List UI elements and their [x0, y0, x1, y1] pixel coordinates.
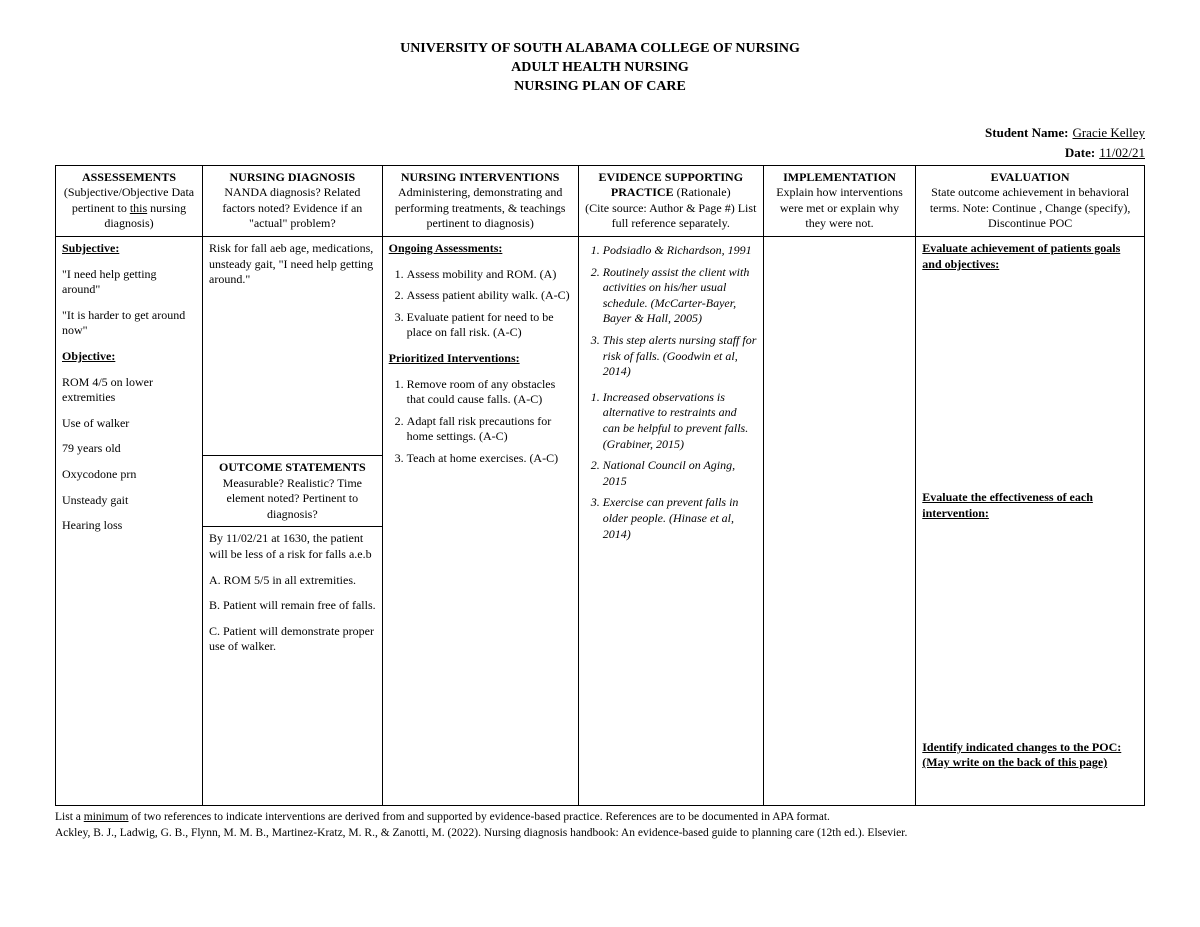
eval-section-2: Evaluate the effectiveness of each inter… [922, 490, 1093, 520]
objective-label: Objective: [62, 349, 115, 363]
list-item: Evaluate patient for need to be place on… [407, 310, 572, 341]
col-header-assessments: ASSESSEMENTS (Subjective/Objective Data … [56, 165, 203, 236]
date-value: 11/02/21 [1099, 145, 1145, 161]
objective-item: Unsteady gait [62, 493, 196, 509]
table-header-row: ASSESSEMENTS (Subjective/Objective Data … [56, 165, 1145, 236]
cell-interventions: Ongoing Assessments: Assess mobility and… [382, 237, 578, 806]
subjective-label: Subjective: [62, 241, 119, 255]
cell-outcome-statements: By 11/02/21 at 1630, the patient will be… [203, 527, 383, 806]
header-line-2: ADULT HEALTH NURSING [55, 59, 1145, 78]
outcome-item: B. Patient will remain free of falls. [209, 598, 376, 614]
date-label: Date: [1065, 145, 1095, 161]
cell-assessments: Subjective: "I need help getting around"… [56, 237, 203, 806]
header-line-3: NURSING PLAN OF CARE [55, 78, 1145, 97]
page-header: UNIVERSITY OF SOUTH ALABAMA COLLEGE OF N… [55, 40, 1145, 97]
ongoing-assessments-list: Assess mobility and ROM. (A) Assess pati… [389, 267, 572, 341]
list-item: Increased observations is alternative to… [603, 390, 757, 452]
outcome-item: A. ROM 5/5 in all extremities. [209, 573, 376, 589]
col-header-evidence: EVIDENCE SUPPORTING PRACTICE (Rationale)… [578, 165, 763, 236]
list-item: Podsiadlo & Richardson, 1991 [603, 243, 757, 259]
list-item: Exercise can prevent falls in older peop… [603, 495, 757, 542]
cell-evaluation: Evaluate achievement of patients goals a… [916, 237, 1145, 806]
list-item: Assess mobility and ROM. (A) [407, 267, 572, 283]
objective-item: Use of walker [62, 416, 196, 432]
outcome-text: By 11/02/21 at 1630, the patient will be… [209, 531, 376, 562]
list-item: Teach at home exercises. (A-C) [407, 451, 572, 467]
outcome-item: C. Patient will demonstrate proper use o… [209, 624, 376, 655]
nursing-diagnosis-text: Risk for fall aeb age, medications, unst… [209, 241, 376, 288]
ongoing-assessments-label: Ongoing Assessments: [389, 241, 503, 255]
evidence-list-2: Increased observations is alternative to… [585, 390, 757, 542]
col-header-implementation: IMPLEMENTATION Explain how interventions… [763, 165, 915, 236]
cell-implementation [763, 237, 915, 806]
list-item: Adapt fall risk precautions for home set… [407, 414, 572, 445]
student-name-label: Student Name: [985, 125, 1068, 141]
col-header-evaluation: EVALUATION State outcome achievement in … [916, 165, 1145, 236]
header-line-1: UNIVERSITY OF SOUTH ALABAMA COLLEGE OF N… [55, 40, 1145, 59]
prioritized-interventions-label: Prioritized Interventions: [389, 351, 520, 365]
references-section: List a minimum of two references to indi… [55, 810, 1145, 841]
outcome-statements-header: OUTCOME STATEMENTS Measurable? Realistic… [203, 456, 383, 527]
col-header-diagnosis: NURSING DIAGNOSIS NANDA diagnosis? Relat… [203, 165, 383, 236]
eval-section-1: Evaluate achievement of patients goals a… [922, 241, 1120, 271]
evidence-list-1: Podsiadlo & Richardson, 1991 Routinely a… [585, 243, 757, 380]
subjective-item: "I need help getting around" [62, 267, 196, 298]
date-row: Date: 11/02/21 [55, 145, 1145, 161]
table-body-row: Subjective: "I need help getting around"… [56, 237, 1145, 456]
list-item: Assess patient ability walk. (A-C) [407, 288, 572, 304]
student-name-row: Student Name: Gracie Kelley [55, 125, 1145, 141]
subjective-item: "It is harder to get around now" [62, 308, 196, 339]
eval-section-3: Identify indicated changes to the POC: (… [922, 740, 1121, 770]
references-line-2: Ackley, B. J., Ladwig, G. B., Flynn, M. … [55, 826, 1145, 842]
list-item: National Council on Aging, 2015 [603, 458, 757, 489]
objective-item: Hearing loss [62, 518, 196, 534]
list-item: This step alerts nursing staff for risk … [603, 333, 757, 380]
list-item: Routinely assist the client with activit… [603, 265, 757, 327]
plan-of-care-table: ASSESSEMENTS (Subjective/Objective Data … [55, 165, 1145, 807]
cell-evidence: Podsiadlo & Richardson, 1991 Routinely a… [578, 237, 763, 806]
objective-item: ROM 4/5 on lower extremities [62, 375, 196, 406]
objective-item: Oxycodone prn [62, 467, 196, 483]
prioritized-interventions-list: Remove room of any obstacles that could … [389, 377, 572, 467]
col-header-interventions: NURSING INTERVENTIONS Administering, dem… [382, 165, 578, 236]
objective-item: 79 years old [62, 441, 196, 457]
student-name-value: Gracie Kelley [1072, 125, 1145, 141]
cell-nursing-diagnosis: Risk for fall aeb age, medications, unst… [203, 237, 383, 456]
list-item: Remove room of any obstacles that could … [407, 377, 572, 408]
references-line-1: List a minimum of two references to indi… [55, 810, 1145, 826]
